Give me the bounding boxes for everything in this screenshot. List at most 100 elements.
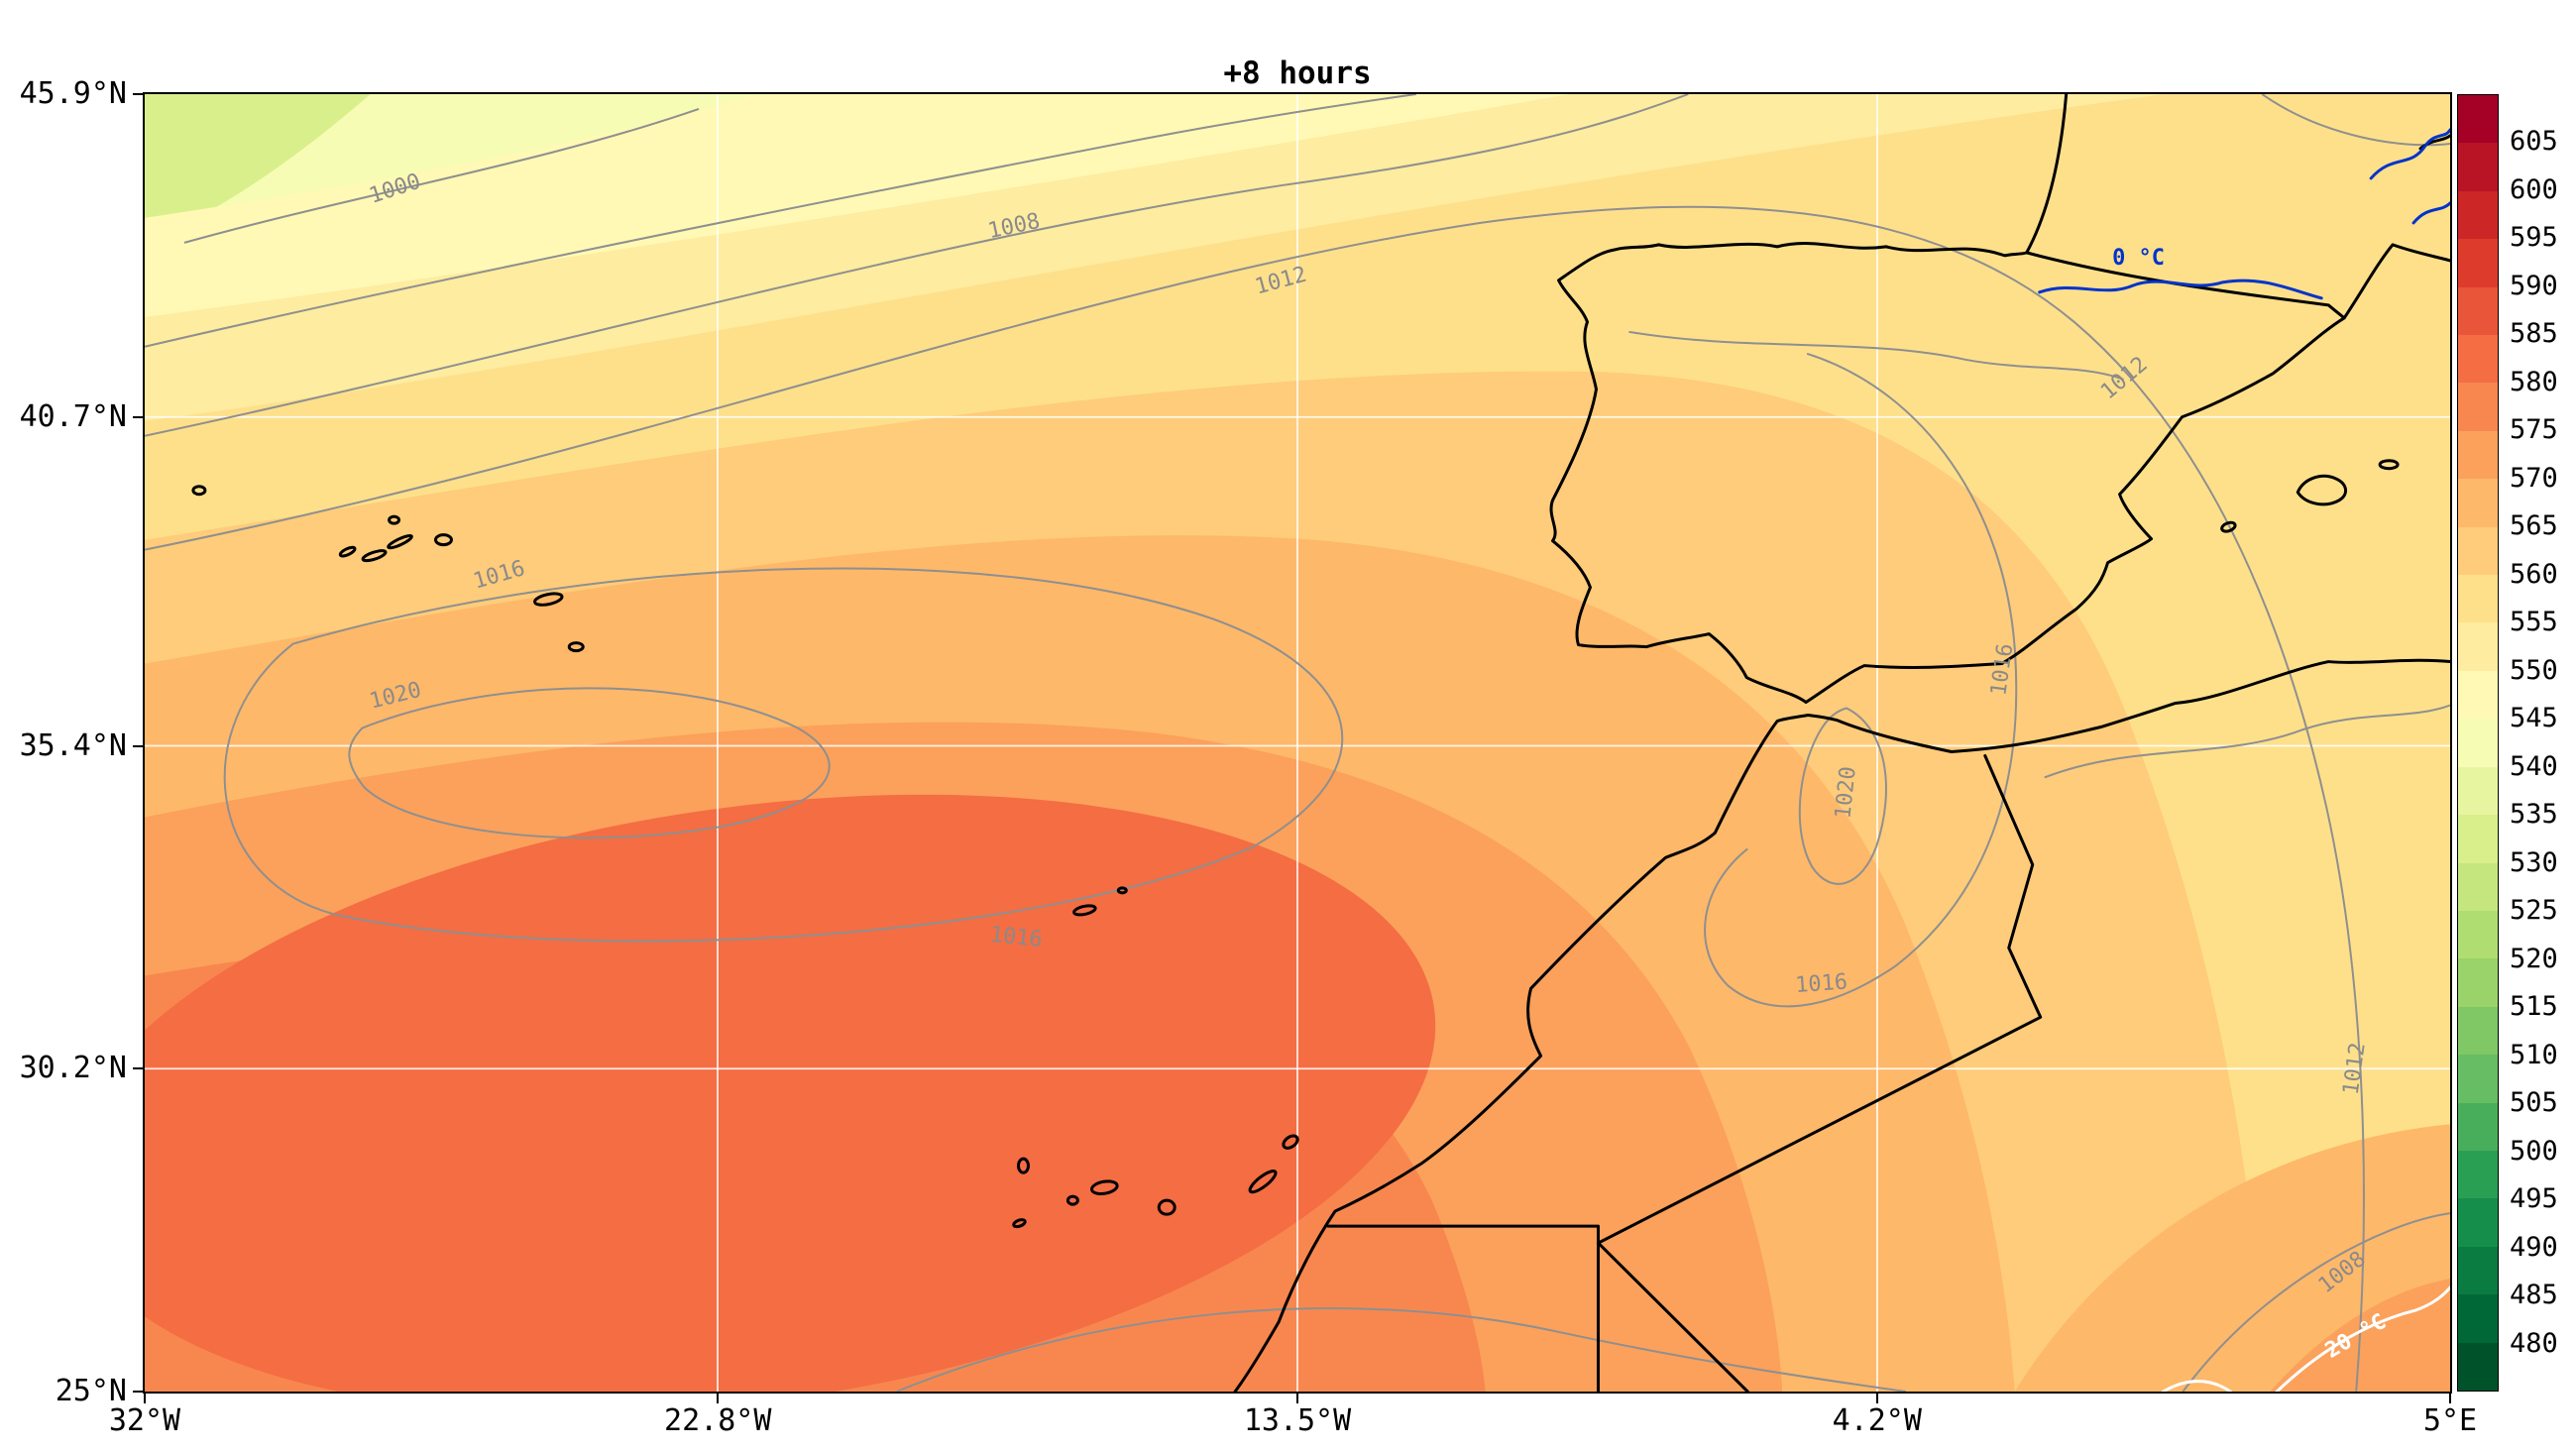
y-tick-label: 40.7°N	[19, 398, 127, 434]
colorbar-segment	[2458, 383, 2498, 431]
y-tick-mark	[133, 1391, 145, 1393]
border-mauritania	[1596, 1241, 1749, 1392]
isobar-1016-east	[1704, 352, 2018, 1008]
island	[191, 485, 207, 497]
y-tick-mark	[133, 744, 145, 747]
isobar-north-spain	[1628, 330, 2124, 381]
colorbar-segment	[2458, 239, 2498, 287]
colorbar-tick-label: 490	[2510, 1231, 2558, 1263]
colorbar-tick-label: 545	[2510, 703, 2558, 734]
colorbar-segment	[2458, 1342, 2498, 1391]
island	[1065, 1194, 1079, 1206]
colorbar-segment	[2458, 670, 2498, 720]
colorbar-segment	[2458, 95, 2498, 144]
island	[361, 549, 388, 563]
isobar-atlas	[2044, 704, 2450, 779]
x-tick-mark	[1875, 1392, 1878, 1403]
islands-canaries	[1012, 1134, 1299, 1229]
temp-contour-0c-alps	[2369, 128, 2450, 180]
isobar-1008	[145, 94, 1689, 437]
isobar-1008-se	[2182, 1212, 2450, 1392]
isobar-1016-west	[223, 567, 1344, 943]
colorbar-segment	[2458, 1102, 2498, 1151]
temp-contour-20c-2	[2162, 1379, 2232, 1392]
colorbar-segment	[2458, 1198, 2498, 1247]
x-tick-mark	[717, 1392, 720, 1403]
colorbar-tick-label: 595	[2510, 222, 2558, 254]
temp-contour-20c	[2275, 1285, 2450, 1392]
map-canvas: 1000100810121016102010161016102010161012…	[145, 94, 2450, 1392]
colorbar-segments	[2458, 95, 2498, 1391]
coastline-iberia-france	[1549, 94, 2450, 705]
colorbar-tick-label: 565	[2510, 510, 2558, 542]
colorbar-tick-label: 535	[2510, 799, 2558, 831]
isobars-layer	[145, 94, 2450, 1392]
colorbar-segment	[2458, 479, 2498, 527]
colorbar-segment	[2458, 1150, 2498, 1199]
colorbar-tick-label: 525	[2510, 895, 2558, 927]
colorbar-segment	[2458, 958, 2498, 1007]
coastline-layer	[191, 94, 2450, 1392]
isobar-label: 1016	[989, 923, 1044, 952]
islands-madeira	[1072, 886, 1128, 917]
island	[1072, 904, 1097, 917]
colorbar-tick-label: 555	[2510, 607, 2558, 638]
x-tick-mark	[144, 1392, 146, 1403]
colorbar-tick-label: 605	[2510, 126, 2558, 158]
island	[1116, 886, 1128, 895]
isobar-sahara	[896, 1307, 1907, 1392]
isobar-1004	[145, 94, 1416, 348]
colorbar-segment	[2458, 815, 2498, 863]
colorbar-tick-label: 480	[2510, 1327, 2558, 1359]
x-tick-mark	[2449, 1392, 2451, 1403]
colorbar-tick-label: 550	[2510, 654, 2558, 686]
x-tick-label: 22.8°W	[664, 1403, 772, 1438]
island	[1248, 1170, 1278, 1194]
colorbar-tick-label: 500	[2510, 1135, 2558, 1167]
colorbar-tick-label: 495	[2510, 1183, 2558, 1215]
island	[1282, 1134, 1299, 1150]
colorbar-tick-label: 600	[2510, 173, 2558, 205]
y-tick-label: 25°N	[55, 1374, 127, 1408]
x-tick-label: 13.5°W	[1243, 1403, 1352, 1438]
thickness-band-530	[145, 94, 371, 243]
colorbar-segment	[2458, 766, 2498, 816]
colorbar-segment	[2458, 190, 2498, 240]
y-tick-label: 45.9°N	[19, 76, 127, 111]
colorbar-segment	[2458, 430, 2498, 480]
border-western-sahara	[1326, 1224, 1600, 1392]
thickness-band-580	[145, 794, 1436, 1392]
island	[387, 534, 413, 550]
island	[1157, 1198, 1176, 1216]
colorbar-tick-label: 540	[2510, 750, 2558, 782]
map-plot-area: 1000 1008 1012 1016 1020 1016 1016 1020 1016 1012…	[143, 92, 2452, 1394]
colorbar-segment	[2458, 1246, 2498, 1295]
colorbar	[2457, 94, 2499, 1392]
lead-time-label: +8 hours	[1223, 56, 1372, 91]
x-tick-label: 5°E	[2422, 1403, 2478, 1438]
colorbar-tick-label: 515	[2510, 991, 2558, 1023]
island	[388, 514, 401, 525]
thickness-band-565-se	[2014, 1124, 2450, 1392]
island	[567, 641, 585, 653]
colorbar-segment	[2458, 143, 2498, 191]
y-tick-label: 30.2°N	[19, 1051, 127, 1086]
island	[338, 545, 357, 558]
colorbar-tick-label: 485	[2510, 1280, 2558, 1311]
colorbar-segment	[2458, 526, 2498, 576]
temp-contour-0c-pyrenees	[2038, 279, 2323, 300]
colorbar-tick-label: 530	[2510, 846, 2558, 878]
island	[2378, 459, 2400, 471]
colorbar-segment	[2458, 719, 2498, 767]
isobar-1020-east	[1798, 707, 1887, 885]
island	[2220, 520, 2237, 533]
island	[533, 592, 564, 607]
x-tick-label: 4.2°W	[1832, 1403, 1922, 1438]
colorbar-tick-label: 575	[2510, 414, 2558, 446]
colorbar-segment	[2458, 286, 2498, 336]
isobar-1000	[183, 108, 700, 244]
islands-azores	[191, 485, 585, 653]
temp-contour-0c-alps2	[2411, 201, 2450, 225]
x-tick-mark	[1296, 1392, 1298, 1403]
y-tick-mark	[133, 1067, 145, 1070]
